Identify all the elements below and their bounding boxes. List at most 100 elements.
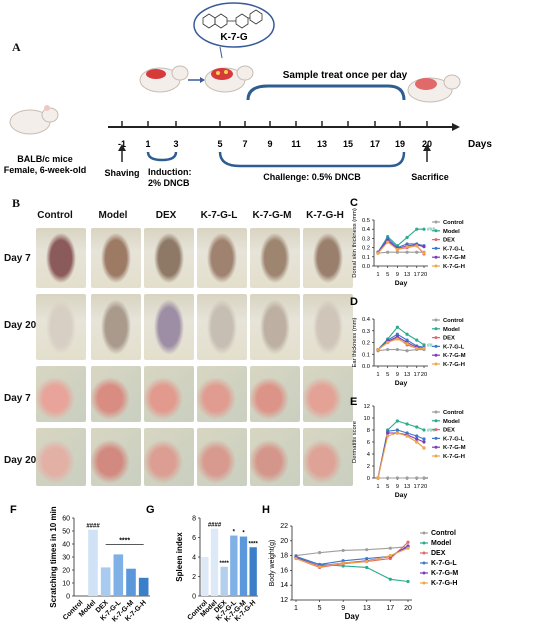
bar-k-7-g-h — [138, 577, 149, 596]
y-axis-label: Dermatitis score — [352, 421, 358, 463]
significance-annotation: ### — [427, 227, 436, 233]
y-tick-label: 0.4 — [362, 317, 371, 323]
y-tick-label: 0.2 — [362, 246, 370, 252]
panel-letter: G — [146, 504, 155, 516]
legend-label: K-7-G-L — [431, 560, 457, 567]
legend-label: Model — [443, 327, 460, 333]
legend-label: Control — [443, 410, 464, 416]
legend-label: K-7-G-M — [443, 353, 466, 359]
data-point — [395, 428, 399, 432]
row-label: Day 7 — [4, 253, 31, 264]
significance-label: * — [242, 531, 245, 537]
data-point — [386, 340, 390, 345]
y-axis-label: Ear thickness (mm) — [352, 317, 358, 367]
y-tick-label: 6 — [192, 535, 196, 542]
bar-k-7-g-h — [249, 547, 257, 596]
skin-photo — [91, 366, 141, 422]
y-tick-label: 2 — [367, 464, 370, 470]
x-tick-label: 13 — [404, 484, 410, 490]
x-tick-label: 17 — [414, 372, 420, 378]
bar-k-7-g-m — [239, 536, 248, 596]
data-point — [405, 245, 409, 249]
data-point — [405, 332, 409, 336]
data-point — [422, 251, 426, 255]
skin-photo — [303, 428, 353, 486]
data-point — [405, 342, 409, 346]
y-tick-label: 20 — [280, 538, 288, 545]
chart-H: H 12 14 16 18 20 22 1 5 9 13 17 20 Day Body weight(g) C… — [262, 504, 458, 621]
data-point — [422, 428, 426, 432]
data-point — [386, 240, 390, 244]
day-tick-label: 3 — [173, 139, 178, 149]
y-tick-label: 8 — [367, 428, 370, 434]
y-tick-label: 0.1 — [362, 352, 370, 358]
x-tick-label: 5 — [318, 605, 322, 612]
chart-D: D 0.0 0.1 0.2 0.3 0.4 1 5 9 13 17 20 Day Ear thicknes… — [350, 296, 466, 387]
x-tick-label: 20 — [404, 605, 412, 612]
bar-dex — [220, 566, 228, 596]
mice-label-2: Female, 6-week-old — [4, 165, 87, 175]
skin-photo — [250, 366, 300, 422]
y-axis-label: Dorsal skin thickness (mm) — [352, 208, 358, 278]
induction-label-2: 2% DNCB — [148, 178, 190, 188]
chart-C: C 0.0 0.1 0.2 0.3 0.4 0.5 1 5 9 13 17 20 Day Dorsal sk… — [350, 197, 466, 287]
legend-label: Model — [443, 419, 460, 425]
data-point — [388, 554, 392, 558]
data-point — [395, 335, 399, 339]
y-tick-label: 20 — [62, 568, 70, 575]
x-tick-label: 17 — [386, 605, 394, 612]
data-point — [317, 551, 322, 555]
chart-E: E 0 2 4 6 8 10 12 1 5 9 13 17 20 Day Dermatitis score Co… — [350, 396, 466, 499]
data-point — [395, 247, 399, 252]
significance-annotation: ## — [427, 343, 433, 349]
skin-photo — [197, 428, 247, 486]
compound-bubble — [193, 2, 275, 48]
bar-control — [201, 557, 209, 596]
panel-letter: H — [262, 504, 270, 516]
panel-b-letter: B — [12, 196, 21, 210]
x-tick-label: 17 — [414, 272, 420, 278]
day-tick-label: 17 — [370, 139, 380, 149]
data-point — [388, 556, 392, 561]
data-point — [415, 338, 419, 342]
significance-label: #### — [208, 523, 222, 529]
day-tick-label: 15 — [343, 139, 353, 149]
data-point — [388, 577, 392, 581]
data-point — [395, 476, 399, 480]
x-tick-label: 1 — [376, 372, 379, 378]
compound-label: K-7-G — [220, 32, 247, 43]
legend-label: DEX — [443, 336, 455, 342]
data-point — [405, 235, 409, 240]
skin-photo — [250, 428, 300, 486]
data-point — [395, 332, 399, 336]
data-point — [376, 347, 380, 352]
day-tick-label: 5 — [217, 139, 222, 149]
data-point — [388, 546, 392, 550]
legend-label: DEX — [443, 428, 455, 434]
y-tick-label: 10 — [364, 416, 370, 422]
legend-label: Control — [443, 220, 464, 226]
x-tick-label: 20 — [421, 272, 427, 278]
arrow-up-icon — [423, 144, 431, 151]
y-tick-label: 40 — [62, 542, 70, 549]
y-tick-label: 0 — [66, 594, 70, 601]
x-tick-label: 13 — [363, 605, 371, 612]
row-label: Day 20 — [4, 320, 37, 331]
day-tick-label: 1 — [145, 139, 150, 149]
data-point — [415, 227, 419, 231]
data-point — [415, 437, 419, 441]
data-point — [365, 559, 369, 564]
series-line-control — [295, 546, 409, 557]
legend-label: K-7-G-H — [443, 362, 465, 368]
skin-photo — [91, 228, 141, 288]
data-point — [415, 440, 419, 444]
bar-k-7-g-l — [113, 554, 124, 596]
x-tick-label: 13 — [404, 372, 410, 378]
bar-dex — [100, 567, 111, 596]
legend-label: Model — [431, 540, 451, 547]
skin-photo — [144, 294, 194, 360]
data-point — [406, 540, 410, 544]
data-point — [422, 476, 426, 480]
series-line-k-7-g-h — [295, 547, 409, 568]
